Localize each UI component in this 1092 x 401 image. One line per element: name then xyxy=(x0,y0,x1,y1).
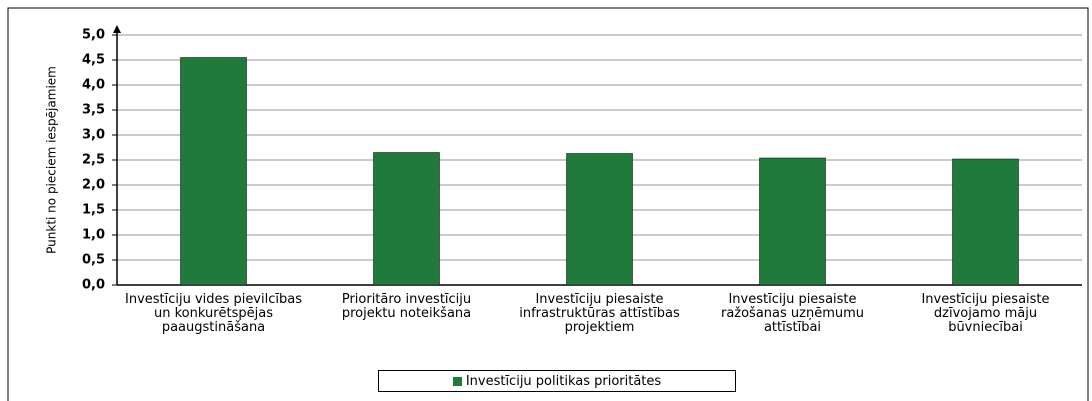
y-tick-label: 1,5 xyxy=(82,203,105,218)
legend: Investīciju politikas prioritātes xyxy=(378,370,736,392)
bar xyxy=(952,158,1019,286)
y-tick-label: 2,5 xyxy=(82,153,105,168)
bar xyxy=(373,152,440,286)
legend-label: Investīciju politikas prioritātes xyxy=(465,373,662,389)
y-tick-label: 5,0 xyxy=(82,28,105,43)
bar xyxy=(180,57,247,286)
x-tick-label: Investīciju piesaiste infrastruktūras at… xyxy=(519,292,680,335)
y-axis-arrow xyxy=(113,25,121,33)
y-tick-label: 0,0 xyxy=(82,278,105,293)
legend-swatch xyxy=(452,376,462,386)
x-tick-label: Prioritāro investīciju projektu noteikša… xyxy=(341,292,472,321)
frame xyxy=(7,7,1089,401)
x-tick-label: Investīciju piesaiste ražošanas uzņēmumu… xyxy=(720,292,865,335)
y-tick-label: 4,0 xyxy=(82,78,105,93)
y-tick-label: 4,5 xyxy=(82,53,105,68)
bar xyxy=(759,157,826,286)
y-tick-label: 0,5 xyxy=(82,253,105,268)
x-tick-label: Investīciju piesaiste dzīvojamo māju būv… xyxy=(921,292,1050,335)
x-tick-label: Investīciju vides pievilcības un konkurē… xyxy=(125,292,302,335)
y-tick-label: 1,0 xyxy=(82,228,105,243)
bar xyxy=(566,153,633,286)
y-tick-label: 3,0 xyxy=(82,128,105,143)
y-tick-label: 3,5 xyxy=(82,103,105,118)
y-tick-label: 2,0 xyxy=(82,178,105,193)
y-axis-label: Punkti no pieciem iespējamiem xyxy=(45,66,59,254)
